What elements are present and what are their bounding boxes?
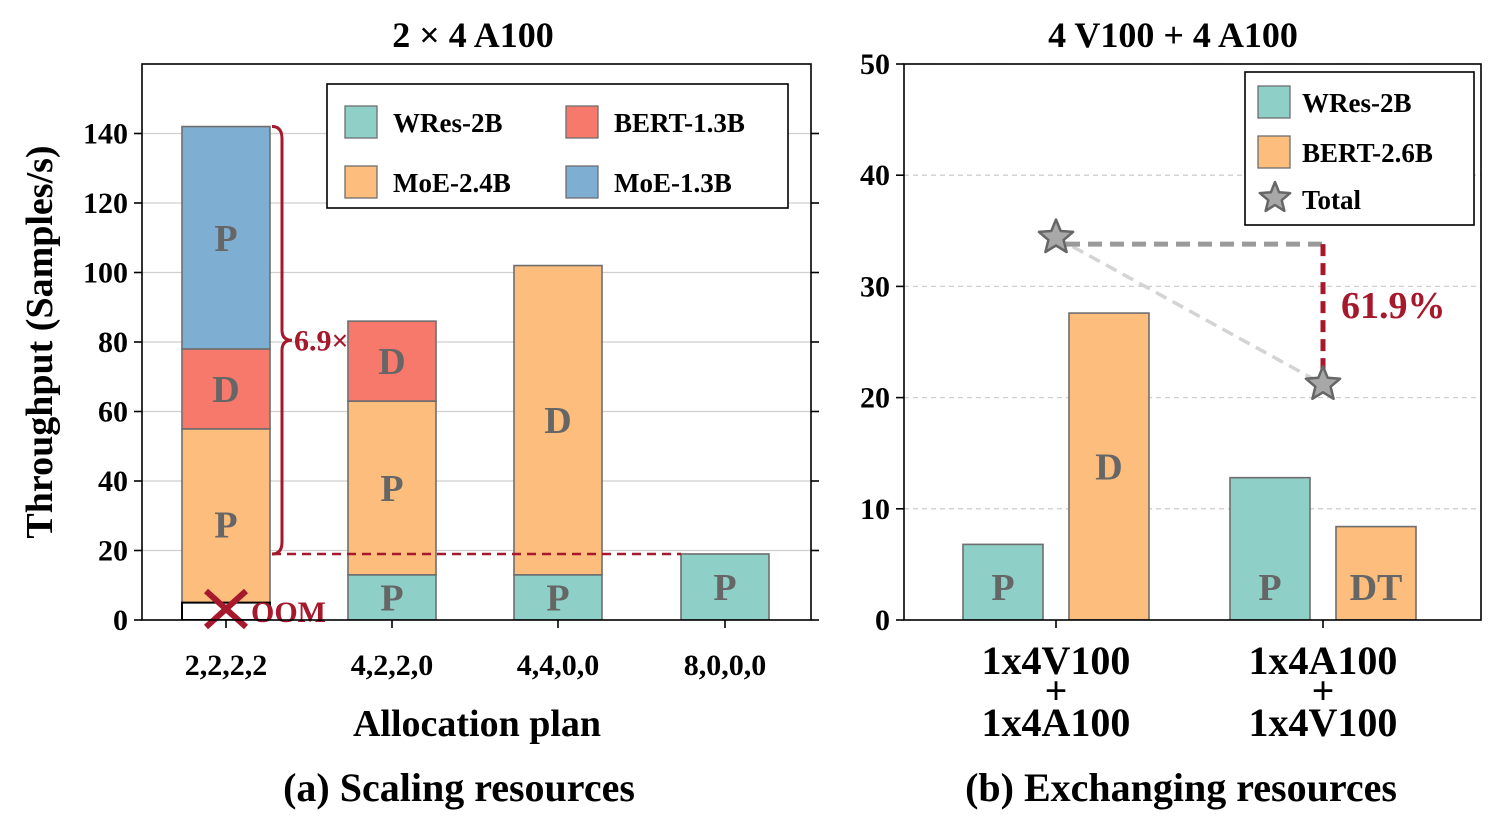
speedup-brace xyxy=(271,125,293,556)
x-tick-label-1-line1: 1x4V100 xyxy=(982,638,1131,683)
bar-wres-2b-3 xyxy=(513,574,603,620)
x-tick-label-4: 8,0,0,0 xyxy=(684,649,767,682)
segment-label: D xyxy=(544,400,571,442)
x-tick-label-2-line2: + xyxy=(1312,668,1335,713)
bar-wres-2b-4 xyxy=(680,553,770,620)
y-tick-label-140: 140 xyxy=(83,118,128,151)
legend-swatch-wres-2b xyxy=(1257,85,1291,119)
legend-swatch-moe-1-3b xyxy=(565,165,599,199)
y-tick-label-80: 80 xyxy=(98,326,128,359)
total-trend-line xyxy=(1055,235,1324,386)
legend-label-moe-2-4b: MoE-2.4B xyxy=(393,168,511,198)
legend-label-wres-2b: WRes-2B xyxy=(1302,88,1412,118)
y-tick-label-10: 10 xyxy=(860,493,890,526)
panel-a-caption: (a) Scaling resources xyxy=(283,765,635,810)
oom-cross xyxy=(203,588,249,630)
y-tick-label-40: 40 xyxy=(860,159,890,192)
legend-swatch-total xyxy=(1258,180,1292,213)
panel-b-caption: (b) Exchanging resources xyxy=(965,765,1397,810)
y-tick-label-30: 30 xyxy=(860,270,890,303)
total-star-2 xyxy=(1304,365,1342,401)
panel-a-axes: 2,2,2,2 4,2,2,0 4,4,0,0 8,0,0,0 0 20 40 60 80 100… xyxy=(83,63,819,682)
y-tick-label-50: 50 xyxy=(860,48,890,81)
segment-label: DT xyxy=(1350,567,1403,609)
segment-label: P xyxy=(1258,567,1281,609)
x-tick-label-2: 4,2,2,0 xyxy=(351,649,434,682)
x-tick-label-1: 2,2,2,2 xyxy=(185,649,268,682)
legend-label-bert-2-6b: BERT-2.6B xyxy=(1302,138,1433,168)
x-tick-label-2-line1: 1x4A100 xyxy=(1249,638,1398,683)
legend-swatch-moe-2-4b xyxy=(344,165,378,199)
panel-a-annotations: OOM 6.9× xyxy=(203,125,681,630)
bar-moe-2-4b-3 xyxy=(513,264,603,576)
segment-label: D xyxy=(212,369,239,411)
segment-label: P xyxy=(380,468,403,510)
bar-wres-2b-2 xyxy=(347,574,437,620)
x-tick-label-1-line3: 1x4A100 xyxy=(982,700,1131,745)
legend-label-bert-1-3b: BERT-1.3B xyxy=(614,108,745,138)
y-tick-label-40: 40 xyxy=(98,465,128,498)
gap-percent-label: 61.9% xyxy=(1341,285,1446,327)
bar-bert-1-3b-2 xyxy=(347,320,437,402)
bar-bert-2-6b-2 xyxy=(1335,525,1417,620)
x-tick-label-1-line2: + xyxy=(1045,668,1068,713)
y-tick-label-100: 100 xyxy=(83,257,128,290)
segment-label: P xyxy=(991,567,1014,609)
panel-b-frame xyxy=(903,63,1482,621)
segment-label: P xyxy=(546,577,569,619)
panel-a-legend: WRes-2B BERT-1.3B MoE-2.4B MoE-1.3B xyxy=(326,83,789,209)
bar-wres-2b-2 xyxy=(1229,476,1311,620)
legend-swatch-bert-1-3b xyxy=(565,105,599,139)
y-tick-label-60: 60 xyxy=(98,396,128,429)
x-tick-label-2-line3: 1x4V100 xyxy=(1249,700,1398,745)
bar-wres-2b-1 xyxy=(962,543,1044,620)
oom-label: OOM xyxy=(251,596,326,629)
legend-box xyxy=(326,83,789,209)
bar-bert-2-6b-1 xyxy=(1068,312,1150,620)
y-tick-label-120: 120 xyxy=(83,187,128,220)
legend-label-wres-2b: WRes-2B xyxy=(393,108,503,138)
legend-label-moe-1-3b: MoE-1.3B xyxy=(614,168,732,198)
y-tick-label-20: 20 xyxy=(98,535,128,568)
panel-b-bars: P P D DT xyxy=(962,312,1417,620)
bar-moe-2-4b-1 xyxy=(181,428,271,620)
segment-label: P xyxy=(214,218,237,260)
bar-moe-1-3b-1 xyxy=(181,125,271,350)
panel-a-bars: P D P P P D P D P xyxy=(181,125,770,620)
bar-moe-2-4b-2 xyxy=(347,400,437,576)
panel-a-title: 2 × 4 A100 xyxy=(392,15,554,55)
segment-label: P xyxy=(214,504,237,546)
x-axis-title: Allocation plan xyxy=(353,703,601,745)
segment-label: P xyxy=(713,567,736,609)
panel-b-axes: 1x4V100+1x4A1001x4A100+1x4V1000102030405… xyxy=(860,48,1482,745)
segment-label: P xyxy=(380,577,403,619)
total-star-1 xyxy=(1037,218,1075,254)
y-tick-label-0: 0 xyxy=(875,604,890,637)
legend-swatch-bert-2-6b xyxy=(1257,135,1291,169)
legend-label-total: Total xyxy=(1302,185,1362,215)
panel-b-legend: WRes-2B BERT-2.6B Total xyxy=(1244,71,1475,226)
panel-b-title: 4 V100 + 4 A100 xyxy=(1048,15,1298,55)
x-tick-label-3: 4,4,0,0 xyxy=(517,649,600,682)
speedup-label: 6.9× xyxy=(294,324,349,357)
segment-label: D xyxy=(1095,447,1122,489)
panel-b-annotations: 61.9% xyxy=(1037,218,1446,401)
y-tick-label-0: 0 xyxy=(113,604,128,637)
y-axis-title: Throughput (Samples/s) xyxy=(19,145,61,538)
y-tick-label-20: 20 xyxy=(860,382,890,415)
segment-label: D xyxy=(378,341,405,383)
legend-swatch-wres-2b xyxy=(344,105,378,139)
